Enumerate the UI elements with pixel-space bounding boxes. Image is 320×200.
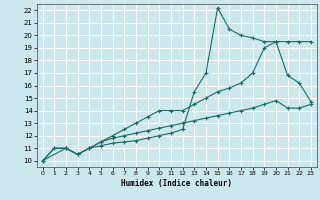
X-axis label: Humidex (Indice chaleur): Humidex (Indice chaleur): [121, 179, 232, 188]
